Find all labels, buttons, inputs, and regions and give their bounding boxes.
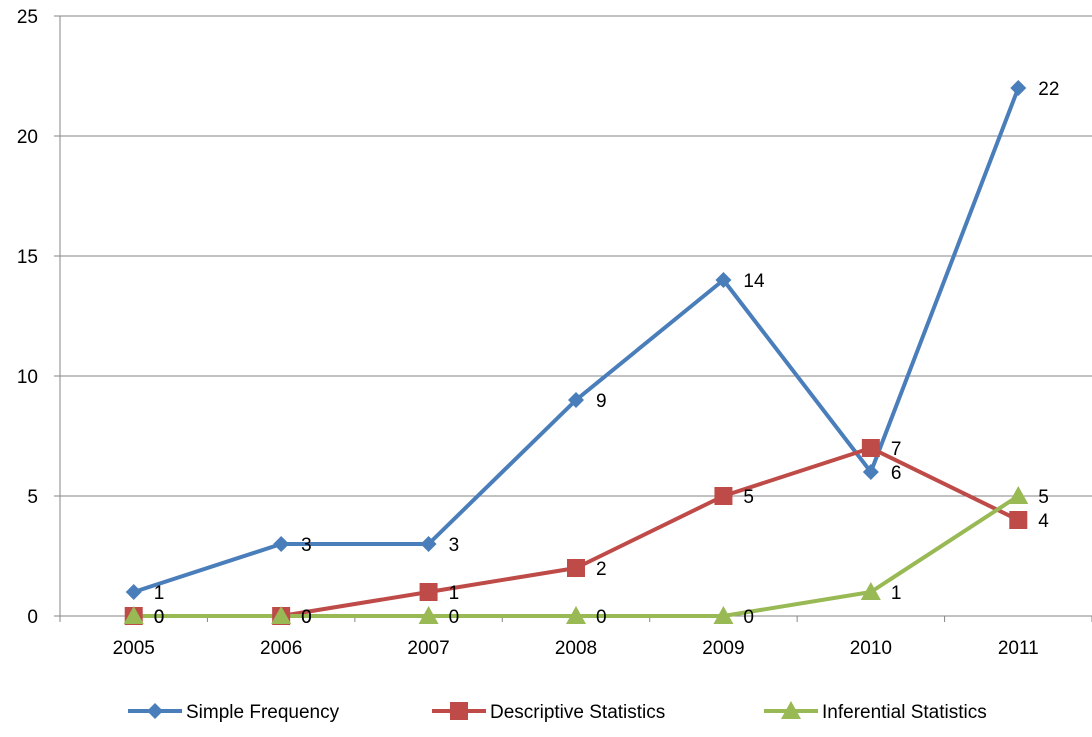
- y-tick-label: 5: [27, 487, 38, 508]
- data-label-inferential-statistics-2009: 0: [743, 607, 754, 628]
- data-label-descriptive-statistics-2007: 1: [449, 583, 460, 604]
- data-label-inferential-statistics-2007: 0: [449, 607, 460, 628]
- point-descriptive-statistics-2011: [1009, 511, 1028, 529]
- legend-marker-simple-frequency: [147, 703, 163, 719]
- data-label-inferential-statistics-2011: 5: [1038, 487, 1049, 508]
- series-markers: [123, 80, 1029, 625]
- data-label-inferential-statistics-2010: 1: [891, 583, 902, 604]
- legend-item-inferential-statistics: Inferential Statistics: [764, 701, 987, 723]
- y-tick-label: 0: [27, 607, 38, 628]
- legend-label-simple-frequency: Simple Frequency: [186, 702, 340, 723]
- data-label-simple-frequency-2011: 22: [1038, 79, 1059, 100]
- data-label-simple-frequency-2007: 3: [449, 535, 460, 556]
- point-descriptive-statistics-2007: [419, 583, 438, 601]
- data-label-simple-frequency-2010: 6: [891, 463, 902, 484]
- data-label-simple-frequency-2006: 3: [301, 535, 312, 556]
- legend-item-simple-frequency: Simple Frequency: [128, 702, 340, 723]
- data-label-descriptive-statistics-2010: 7: [891, 439, 902, 460]
- data-label-descriptive-statistics-2008: 2: [596, 559, 607, 580]
- point-inferential-statistics-2005: [123, 606, 144, 624]
- y-tick-label: 15: [17, 247, 38, 268]
- point-inferential-statistics-2008: [566, 606, 586, 624]
- x-tick-label-2009: 2009: [702, 638, 744, 659]
- point-simple-frequency-2009: [715, 272, 732, 288]
- point-descriptive-statistics-2008: [567, 559, 585, 577]
- point-inferential-statistics-2011: [1008, 486, 1029, 504]
- data-label-simple-frequency-2005: 1: [154, 583, 165, 604]
- x-tick-label-2008: 2008: [555, 638, 597, 659]
- point-simple-frequency-2007: [420, 536, 437, 552]
- series-line-inferential-statistics: [133, 494, 1020, 618]
- x-tick-label-2006: 2006: [260, 638, 302, 659]
- data-label-inferential-statistics-2008: 0: [596, 607, 607, 628]
- data-label-simple-frequency-2008: 9: [596, 391, 607, 412]
- point-inferential-statistics-2006: [271, 606, 292, 624]
- point-simple-frequency-2006: [273, 536, 290, 552]
- gridlines: [60, 15, 1092, 497]
- point-simple-frequency-2008: [568, 392, 584, 408]
- data-label-descriptive-statistics-2009: 5: [743, 487, 754, 508]
- x-tick-label-2007: 2007: [407, 638, 449, 659]
- point-descriptive-statistics-2010: [861, 439, 880, 457]
- x-tick-label-2011: 2011: [998, 638, 1039, 659]
- series-lines: [133, 87, 1021, 618]
- legend-item-descriptive-statistics: Descriptive Statistics: [432, 702, 665, 723]
- legend-label-descriptive-statistics: Descriptive Statistics: [490, 702, 665, 723]
- y-tick-label: 25: [17, 7, 38, 28]
- point-inferential-statistics-2007: [418, 606, 439, 624]
- series-line-descriptive-statistics: [133, 446, 1020, 618]
- data-label-simple-frequency-2009: 14: [743, 271, 765, 292]
- data-label-descriptive-statistics-2011: 4: [1038, 511, 1049, 532]
- point-simple-frequency-2010: [862, 464, 879, 480]
- data-label-inferential-statistics-2005: 0: [154, 607, 165, 628]
- series-line-simple-frequency: [133, 87, 1021, 594]
- legend: Simple Frequency Descriptive Statistics In…: [128, 701, 987, 723]
- legend-label-inferential-statistics: Inferential Statistics: [822, 702, 987, 723]
- data-label-descriptive-statistics-2005: 0: [154, 607, 165, 628]
- point-simple-frequency-2011: [1010, 80, 1027, 96]
- x-tick-label-2005: 2005: [113, 638, 155, 659]
- point-descriptive-statistics-2009: [714, 487, 733, 505]
- y-tick-label: 20: [17, 127, 38, 148]
- legend-marker-inferential-statistics: [781, 701, 801, 719]
- legend-marker-descriptive-statistics: [450, 702, 468, 720]
- data-label-inferential-statistics-2006: 0: [301, 607, 312, 628]
- point-inferential-statistics-2010: [860, 582, 881, 600]
- y-tick-label: 10: [17, 367, 38, 388]
- point-inferential-statistics-2009: [713, 606, 734, 624]
- data-label-descriptive-statistics-2006: 0: [301, 607, 312, 628]
- x-tick-label-2010: 2010: [850, 638, 892, 659]
- point-simple-frequency-2005: [125, 584, 142, 600]
